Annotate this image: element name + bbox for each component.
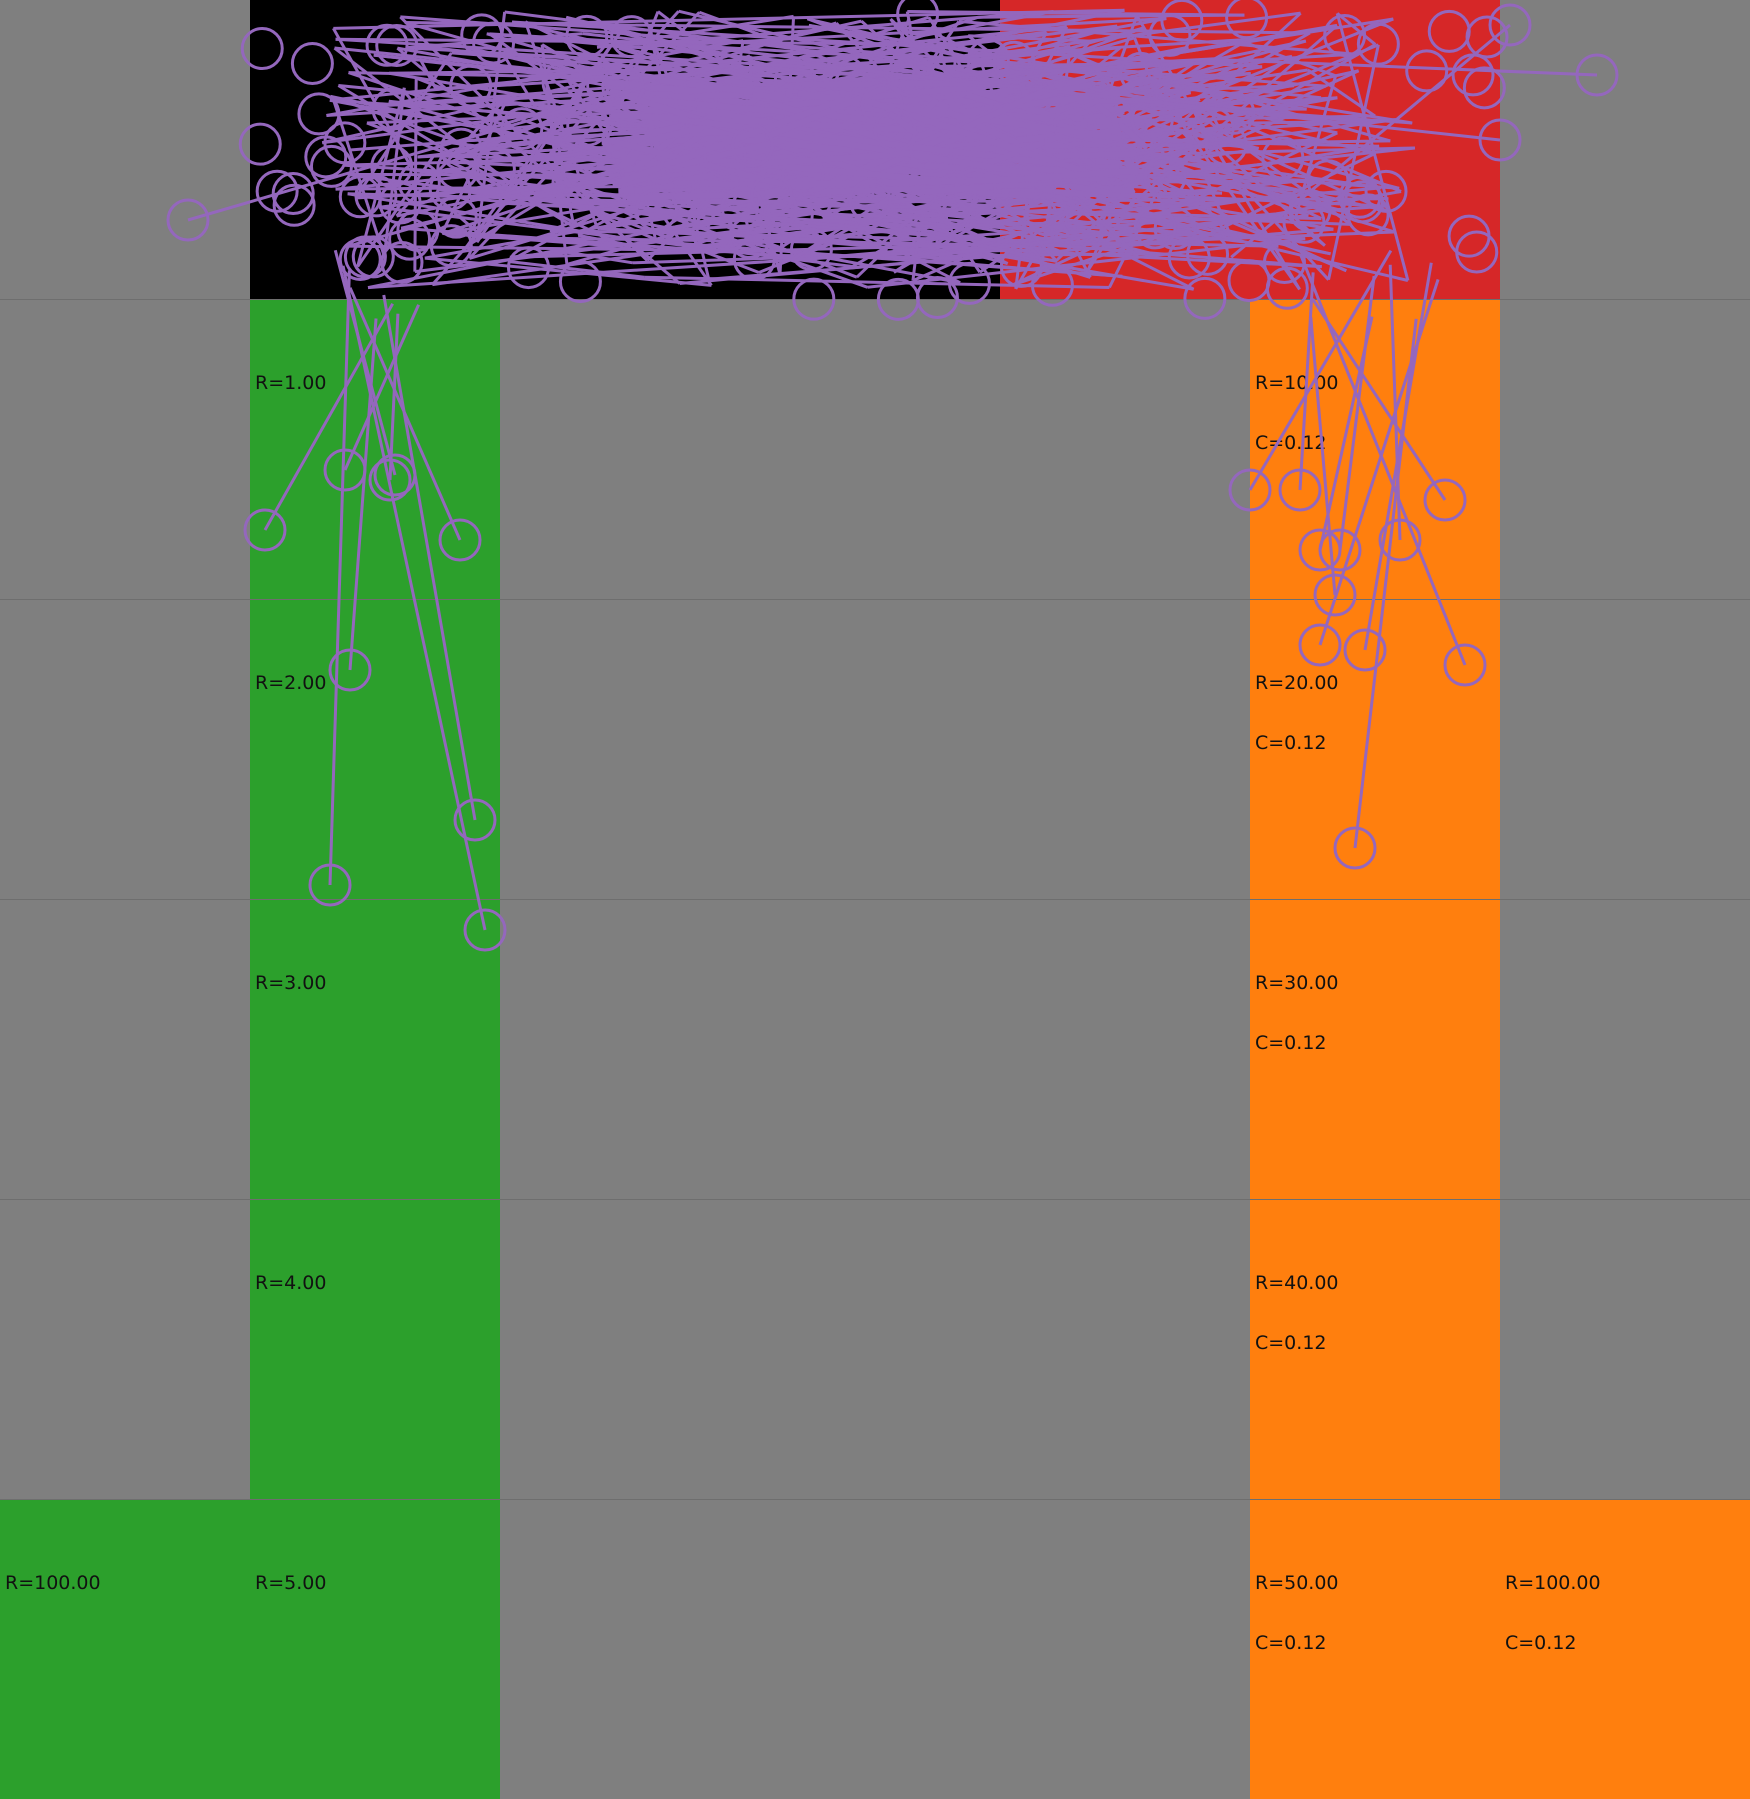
orange-column xyxy=(1250,300,1500,1799)
label-c20: C=0.12 xyxy=(1255,732,1327,754)
grid-line xyxy=(0,1499,1750,1500)
label-c50: C=0.12 xyxy=(1255,1632,1327,1654)
label-c100: C=0.12 xyxy=(1505,1632,1577,1654)
orange-bottom-right xyxy=(1500,1500,1750,1799)
label-r2: R=2.00 xyxy=(255,672,327,694)
label-r100-left: R=100.00 xyxy=(5,1572,101,1594)
label-r40: R=40.00 xyxy=(1255,1272,1339,1294)
label-r1: R=1.00 xyxy=(255,372,327,394)
label-r30: R=30.00 xyxy=(1255,972,1339,994)
label-c30: C=0.12 xyxy=(1255,1032,1327,1054)
label-c40: C=0.12 xyxy=(1255,1332,1327,1354)
green-column xyxy=(250,300,500,1799)
grid-line xyxy=(0,1199,1750,1200)
grid-line xyxy=(0,899,1750,900)
label-r4: R=4.00 xyxy=(255,1272,327,1294)
label-r100-right: R=100.00 xyxy=(1505,1572,1601,1594)
grid-line xyxy=(0,599,1750,600)
grid-line xyxy=(0,299,1750,300)
label-r50: R=50.00 xyxy=(1255,1572,1339,1594)
label-r20: R=20.00 xyxy=(1255,672,1339,694)
label-r5: R=5.00 xyxy=(255,1572,327,1594)
green-bottom-left xyxy=(0,1500,250,1799)
trace-group xyxy=(166,0,1619,952)
label-r3: R=3.00 xyxy=(255,972,327,994)
